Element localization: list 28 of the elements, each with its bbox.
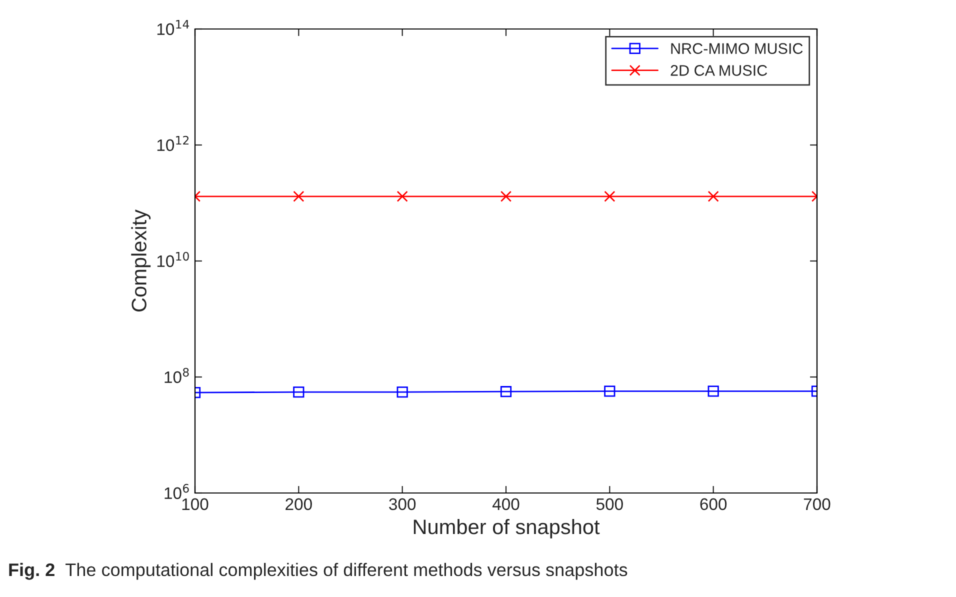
x-tick-label: 100 (182, 498, 208, 510)
legend-label: 2D CA MUSIC (670, 65, 768, 76)
point (500, 190, 512, 202)
x-tick-label: 600 (700, 498, 727, 510)
legend-label: NRC-MIMO MUSIC (671, 43, 803, 54)
y-tick-label: 10$^{10}$ (157, 252, 189, 268)
point (500, 386, 512, 398)
text: The computational complexities of different methods versus snapshots (66, 562, 628, 580)
point (604, 190, 616, 202)
point (396, 190, 408, 202)
y-tick-label: 10$^{6}$ (164, 484, 189, 500)
x-tick-label: 300 (389, 498, 416, 510)
x-axis-title: Number of snapshot (414, 518, 600, 538)
x-tick-label: 700 (804, 498, 830, 510)
x-tick-label: 500 (596, 498, 623, 510)
caption: Fig. 2 (9, 562, 54, 580)
y-tick-label: 10$^{12}$ (157, 136, 189, 152)
point (293, 190, 304, 202)
y-tick-label: 10$^{8}$ (164, 368, 189, 384)
point (708, 386, 719, 397)
x-tick-label: 200 (286, 498, 312, 510)
y-axis-title: Complexity (131, 210, 151, 312)
point (293, 386, 304, 398)
point (708, 190, 719, 202)
point (396, 386, 408, 398)
x-tick-label: 400 (492, 498, 520, 510)
y-tick-label: 10$^{14}$ (157, 20, 190, 36)
point (604, 386, 616, 397)
